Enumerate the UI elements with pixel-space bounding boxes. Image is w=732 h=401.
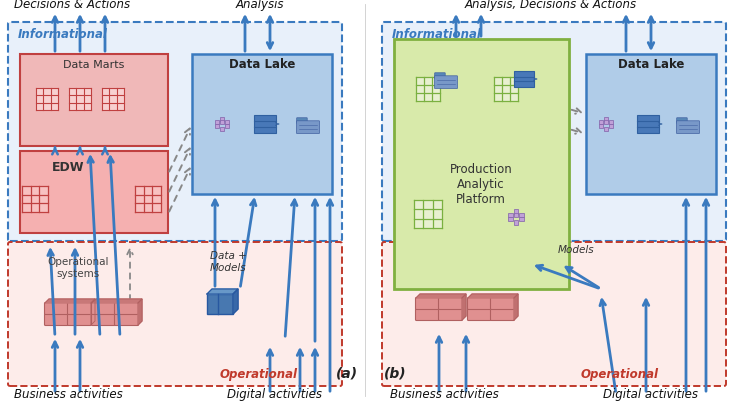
FancyBboxPatch shape [382, 23, 726, 241]
FancyBboxPatch shape [92, 314, 116, 326]
Bar [416, 78, 440, 102]
FancyBboxPatch shape [676, 122, 700, 134]
Bar [102, 89, 124, 111]
Bar [514, 72, 534, 88]
Bar [207, 294, 233, 314]
Polygon shape [92, 299, 142, 303]
Polygon shape [416, 294, 466, 298]
Text: Data +
Models: Data + Models [209, 251, 247, 272]
Text: Analysis: Analysis [236, 0, 284, 11]
Text: Models: Models [558, 244, 594, 254]
Bar [494, 78, 518, 102]
Text: Analysis, Decisions & Actions: Analysis, Decisions & Actions [465, 0, 637, 11]
Text: Decisions & Actions: Decisions & Actions [14, 0, 130, 11]
Polygon shape [45, 299, 95, 303]
Text: Digital activities: Digital activities [228, 387, 323, 400]
FancyBboxPatch shape [296, 122, 319, 134]
Polygon shape [138, 299, 142, 325]
FancyBboxPatch shape [382, 242, 726, 386]
FancyBboxPatch shape [468, 298, 491, 310]
Text: Informational: Informational [392, 28, 482, 41]
Text: Operational: Operational [220, 367, 298, 380]
Bar [22, 186, 48, 213]
FancyBboxPatch shape [438, 309, 463, 321]
Bar [135, 186, 161, 213]
Bar [192, 55, 332, 194]
FancyBboxPatch shape [67, 314, 92, 326]
Bar [36, 89, 58, 111]
Bar [586, 55, 716, 194]
Polygon shape [468, 294, 518, 298]
Polygon shape [514, 294, 518, 320]
Bar [69, 89, 91, 111]
Polygon shape [207, 289, 238, 294]
FancyBboxPatch shape [435, 73, 445, 79]
FancyBboxPatch shape [45, 314, 69, 326]
Text: Business activities: Business activities [14, 387, 122, 400]
Polygon shape [233, 289, 238, 314]
Text: (a): (a) [336, 366, 358, 380]
FancyBboxPatch shape [416, 298, 439, 310]
Polygon shape [462, 294, 466, 320]
Text: Data Marts: Data Marts [63, 60, 124, 70]
FancyBboxPatch shape [676, 118, 687, 124]
Bar [20, 55, 168, 147]
Bar [20, 152, 168, 233]
Bar [637, 116, 659, 134]
FancyBboxPatch shape [45, 303, 69, 315]
FancyBboxPatch shape [468, 309, 491, 321]
Text: Business activities: Business activities [389, 387, 498, 400]
FancyBboxPatch shape [435, 77, 458, 89]
Text: Operational
systems: Operational systems [48, 257, 109, 278]
FancyBboxPatch shape [490, 298, 515, 310]
FancyBboxPatch shape [67, 303, 92, 315]
Bar [254, 116, 276, 134]
FancyBboxPatch shape [114, 303, 138, 315]
FancyBboxPatch shape [490, 309, 515, 321]
Text: Operational: Operational [581, 367, 659, 380]
Text: (b): (b) [384, 366, 406, 380]
Text: Data Lake: Data Lake [229, 59, 295, 71]
Bar [394, 40, 569, 289]
FancyBboxPatch shape [416, 309, 439, 321]
FancyBboxPatch shape [438, 298, 463, 310]
FancyBboxPatch shape [296, 118, 307, 124]
Bar [414, 200, 442, 229]
FancyBboxPatch shape [8, 23, 342, 241]
Text: Data Lake: Data Lake [618, 59, 684, 71]
Text: Digital activities: Digital activities [603, 387, 698, 400]
Polygon shape [91, 299, 95, 325]
FancyBboxPatch shape [114, 314, 138, 326]
Text: EDW: EDW [52, 161, 84, 174]
FancyBboxPatch shape [92, 303, 116, 315]
Text: Informational: Informational [18, 28, 108, 41]
Text: Production
Analytic
Platform: Production Analytic Platform [449, 163, 512, 206]
FancyBboxPatch shape [8, 242, 342, 386]
